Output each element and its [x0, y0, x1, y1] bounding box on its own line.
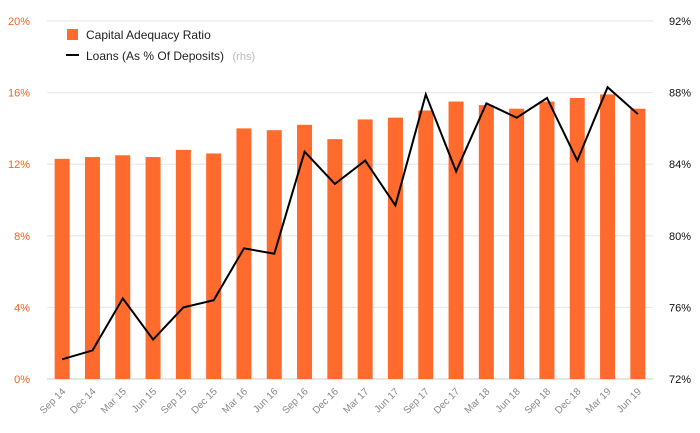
left-axis-tick-label: 4%	[14, 302, 30, 314]
bar	[54, 158, 70, 379]
right-axis-tick-label: 72%	[669, 374, 691, 386]
x-axis-tick-label: Jun 16	[251, 386, 280, 415]
x-axis-tick-label: Mar 15	[99, 386, 129, 416]
gridlines	[47, 20, 653, 380]
bar	[569, 97, 585, 379]
bar	[418, 110, 434, 379]
x-axis-tick-label: Sep 15	[159, 386, 189, 416]
left-axis-tick-label: 12%	[8, 159, 30, 171]
x-axis-tick-label: Sep 18	[523, 386, 553, 416]
x-axis-tick-label: Mar 19	[584, 386, 614, 416]
line-series	[61, 85, 639, 361]
bar	[387, 117, 403, 379]
x-axis-tick-label: Jun 18	[494, 386, 523, 415]
x-axis-tick-label: Dec 14	[68, 386, 98, 416]
bar	[539, 101, 555, 380]
x-axis-tick-label: Sep 17	[402, 386, 432, 416]
x-axis-tick-label: Mar 16	[220, 386, 250, 416]
bar	[327, 139, 343, 379]
left-y-axis: 0% 4% 8% 12% 16% 20%	[8, 16, 30, 386]
right-axis-tick-label: 88%	[669, 88, 691, 100]
legend-label-line-group: Loans (As % Of Deposits) (rhs)	[86, 47, 255, 64]
right-axis-tick-label: 92%	[669, 16, 691, 28]
bar	[509, 108, 525, 380]
x-axis-tick-label: Dec 15	[190, 386, 220, 416]
legend-swatch-bar	[67, 29, 78, 40]
bar	[145, 157, 161, 379]
x-axis: Sep 14 Dec 14 Mar 15 Jun 15 Sep 15 Dec 15 Mar …	[38, 386, 644, 417]
right-axis-tick-label: 84%	[669, 159, 691, 171]
x-axis-tick-label: Dec 18	[553, 386, 583, 416]
x-axis-tick-label: Jun 19	[615, 386, 644, 415]
legend: Capital Adequacy Ratio Loans (As % Of De…	[66, 28, 255, 64]
x-axis-tick-label: Jun 15	[130, 386, 159, 415]
bar	[236, 128, 252, 379]
legend-label-line: Loans (As % Of Deposits)	[86, 49, 224, 63]
bar	[84, 157, 100, 379]
left-axis-tick-label: 0%	[14, 374, 30, 386]
legend-label-bar: Capital Adequacy Ratio	[86, 28, 211, 42]
bar-series	[54, 94, 646, 380]
left-axis-tick-label: 16%	[8, 88, 30, 100]
bar	[357, 119, 373, 379]
right-axis-tick-label: 76%	[669, 302, 691, 314]
right-y-axis: 72% 76% 80% 84% 88% 92%	[669, 16, 691, 386]
x-axis-tick-label: Jun 17	[373, 386, 402, 415]
bar	[600, 94, 616, 379]
legend-label-rhs: (rhs)	[233, 51, 256, 63]
left-axis-tick-label: 20%	[8, 16, 30, 28]
bar	[630, 108, 646, 380]
bar	[297, 124, 313, 379]
bar	[448, 101, 464, 380]
x-axis-tick-label: Mar 18	[463, 386, 493, 416]
right-axis-tick-label: 80%	[669, 231, 691, 243]
left-axis-tick-label: 8%	[14, 231, 30, 243]
x-axis-tick-label: Dec 17	[432, 386, 462, 416]
loans-line	[61, 85, 639, 361]
bar	[175, 149, 191, 379]
x-axis-tick-label: Dec 16	[311, 386, 341, 416]
x-axis-tick-label: Sep 14	[38, 386, 68, 416]
bar	[206, 153, 222, 379]
bar	[478, 105, 494, 379]
x-axis-tick-label: Sep 16	[280, 386, 310, 416]
bar	[115, 155, 131, 379]
x-axis-tick-label: Mar 17	[341, 386, 371, 416]
